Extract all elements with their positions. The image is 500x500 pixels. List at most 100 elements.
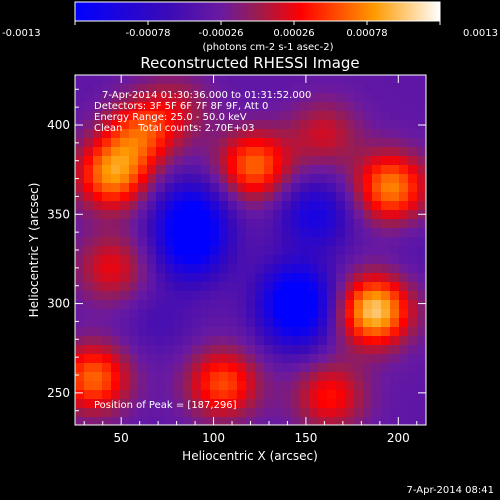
heatmap-cell: [111, 291, 121, 301]
heatmap-cell: [381, 372, 391, 382]
x-axis: 50 100 150 200: [83, 75, 418, 445]
heatmap-cell: [300, 102, 310, 112]
heatmap-cell: [183, 390, 193, 400]
heatmap-cell: [120, 102, 130, 112]
heatmap-cell: [264, 93, 274, 103]
heatmap-cell: [282, 138, 292, 148]
heatmap-cell: [192, 345, 202, 355]
heatmap-cell: [192, 129, 202, 139]
heatmap-cell: [300, 264, 310, 274]
heatmap-cell: [102, 111, 112, 121]
heatmap-cell: [219, 291, 229, 301]
heatmap-cell: [210, 111, 220, 121]
heatmap-cell: [372, 417, 382, 426]
heatmap-cell: [75, 336, 85, 346]
heatmap-cell: [111, 102, 121, 112]
heatmap-cell: [219, 300, 229, 310]
heatmap-cell: [111, 318, 121, 328]
heatmap-cell: [147, 372, 157, 382]
heatmap-cell: [372, 264, 382, 274]
heatmap-cell: [174, 174, 184, 184]
heatmap-cell: [408, 336, 418, 346]
heatmap-cell: [408, 363, 418, 373]
heatmap-cell: [138, 219, 148, 229]
heatmap-cell: [309, 129, 319, 139]
heatmap-cell: [201, 273, 211, 283]
heatmap-cell: [165, 84, 175, 94]
heatmap-cell: [174, 417, 184, 426]
heatmap-cell: [237, 363, 247, 373]
heatmap-cell: [147, 192, 157, 202]
heatmap-cell: [129, 417, 139, 426]
heatmap-cell: [228, 381, 238, 391]
heatmap-cell: [201, 138, 211, 148]
heatmap-cell: [417, 327, 427, 337]
heatmap-cell: [84, 147, 94, 157]
heatmap-cell: [264, 165, 274, 175]
heatmap-cell: [282, 399, 292, 409]
heatmap-cell: [156, 102, 166, 112]
heatmap-cell: [228, 228, 238, 238]
heatmap-cell: [84, 327, 94, 337]
heatmap-cell: [174, 246, 184, 256]
heatmap-cell: [93, 327, 103, 337]
heatmap-cell: [120, 255, 130, 265]
heatmap-cell: [84, 318, 94, 328]
heatmap-cell: [336, 417, 346, 426]
heatmap-cell: [138, 75, 148, 85]
heatmap-cell: [354, 102, 364, 112]
heatmap-cell: [390, 237, 400, 247]
heatmap-cell: [309, 381, 319, 391]
y-tick-label: 300: [47, 297, 70, 311]
heatmap-cell: [93, 246, 103, 256]
heatmap-cell: [138, 282, 148, 292]
heatmap-cell: [201, 408, 211, 418]
heatmap-cell: [408, 408, 418, 418]
heatmap-cell: [120, 327, 130, 337]
heatmap-cell: [183, 264, 193, 274]
heatmap-cell: [390, 363, 400, 373]
heatmap-cell: [183, 372, 193, 382]
heatmap-cell: [75, 300, 85, 310]
heatmap-cell: [102, 138, 112, 148]
heatmap-cell: [354, 183, 364, 193]
heatmap-cell: [273, 138, 283, 148]
heatmap-cell: [129, 147, 139, 157]
heatmap-cell: [372, 336, 382, 346]
heatmap-cell: [417, 165, 427, 175]
heatmap-cell: [291, 381, 301, 391]
heatmap-cell: [111, 408, 121, 418]
heatmap-cell: [156, 111, 166, 121]
heatmap-cell: [201, 327, 211, 337]
heatmap-cell: [300, 300, 310, 310]
heatmap-cell: [111, 390, 121, 400]
heatmap-cell: [282, 408, 292, 418]
heatmap-cell: [408, 273, 418, 283]
heatmap-cell: [345, 255, 355, 265]
heatmap-cell: [111, 84, 121, 94]
heatmap-cell: [192, 201, 202, 211]
heatmap-cell: [246, 120, 256, 130]
heatmap-cell: [138, 129, 148, 139]
heatmap-cell: [192, 327, 202, 337]
heatmap-cell: [111, 399, 121, 409]
colorbar-tick-label: 0.00078: [346, 28, 387, 39]
heatmap-cell: [381, 84, 391, 94]
heatmap-cell: [120, 192, 130, 202]
heatmap-cell: [147, 228, 157, 238]
heatmap-cell: [372, 111, 382, 121]
heatmap-cell: [246, 381, 256, 391]
heatmap-cell: [219, 309, 229, 319]
heatmap-cell: [93, 345, 103, 355]
heatmap-cell: [399, 102, 409, 112]
heatmap-cell: [390, 138, 400, 148]
heatmap-cell: [219, 84, 229, 94]
heatmap-cell: [219, 129, 229, 139]
heatmap-cell: [327, 282, 337, 292]
heatmap-cell: [111, 192, 121, 202]
heatmap-cell: [264, 255, 274, 265]
heatmap-cell: [417, 246, 427, 256]
heatmap-cell: [408, 354, 418, 364]
heatmap-cell: [300, 210, 310, 220]
heatmap-cell: [345, 246, 355, 256]
